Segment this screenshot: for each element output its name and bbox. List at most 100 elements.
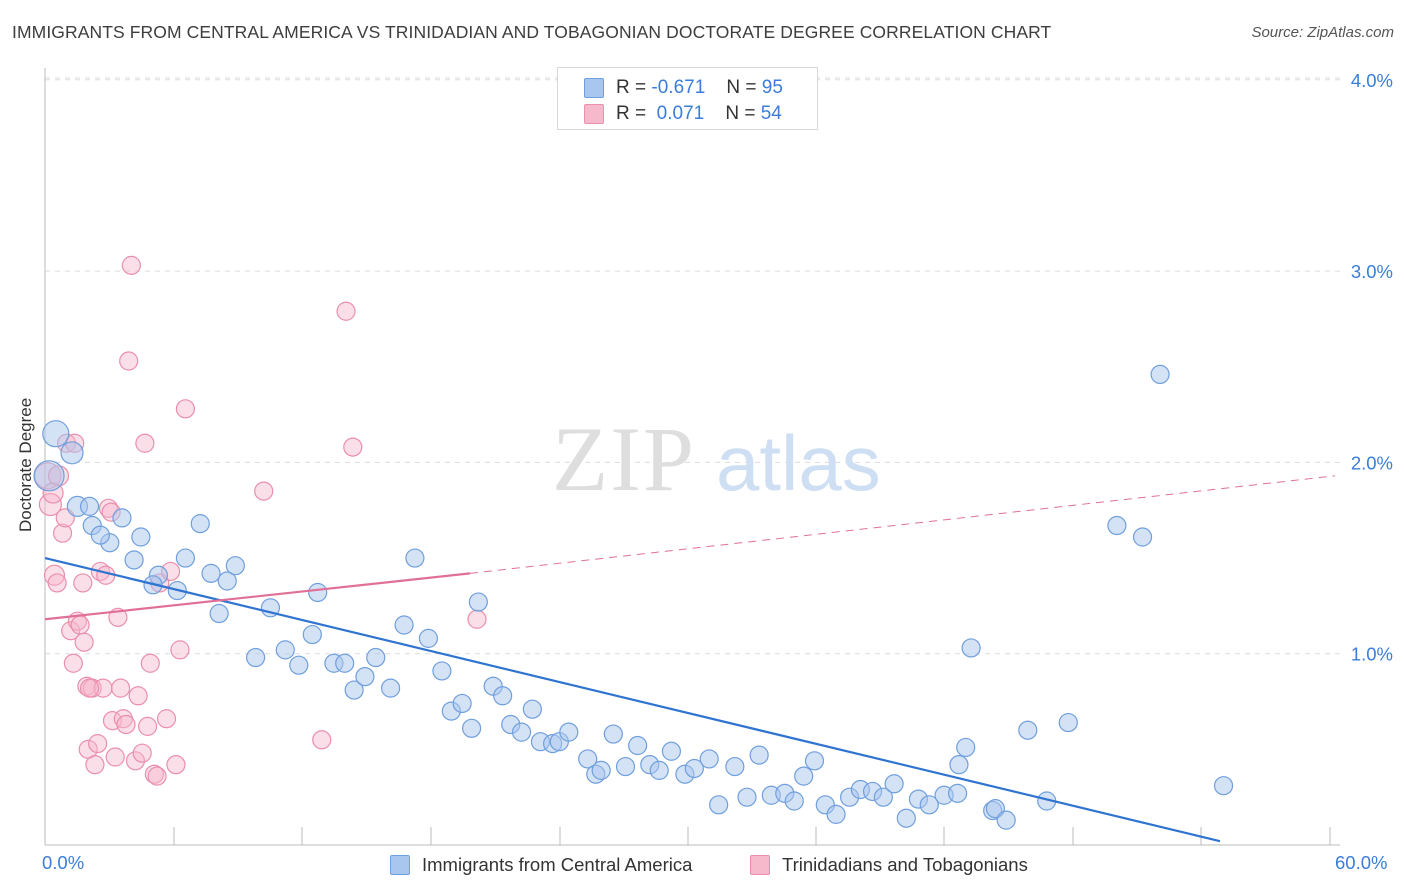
data-point [591,760,611,780]
y-tick-label: 4.0% [1351,70,1393,91]
data-point [190,514,210,534]
data-point [947,783,968,803]
data-point [43,564,66,586]
n-value: 95 [761,77,783,98]
data-point [116,714,136,735]
data-point [308,582,328,603]
data-point [1132,527,1153,547]
series-trinidadians [34,255,487,786]
legend-label: Immigrants from Central America [422,854,693,875]
data-point [1058,712,1078,733]
n-label: N = [725,103,756,124]
data-point [737,787,757,807]
data-point [121,255,141,275]
data-point [63,653,83,673]
data-point [344,680,364,700]
data-point [794,766,814,786]
legend-swatch-blue [584,78,604,98]
data-point [649,760,669,780]
data-point [33,460,65,492]
data-point [112,508,132,528]
y-tick-label: 1.0% [1351,644,1393,665]
data-point [725,756,745,777]
data-point [156,709,177,729]
data-point [74,632,94,652]
data-point [254,481,274,501]
data-point [302,624,322,645]
series-legend: Immigrants from Central America Trinidad… [0,852,1406,878]
y-tick-label: 2.0% [1351,452,1393,473]
data-point [1213,776,1234,796]
data-point [1107,515,1127,536]
data-point [493,686,513,706]
data-point [88,734,108,754]
watermark-atlas: atlas [716,419,881,507]
x-tick-label-max: 60.0% [1335,852,1388,873]
legend-swatch-pink [584,104,604,124]
data-point [105,747,125,767]
data-point [578,749,598,769]
data-point [47,573,67,593]
legend-swatch-blue [390,855,410,875]
data-point [201,563,221,583]
chart-title: IMMIGRANTS FROM CENTRAL AMERICA VS TRINI… [12,22,1052,42]
data-point [335,653,355,673]
legend-item-central-america: Immigrants from Central America [390,852,692,878]
trend-line-central-america [44,556,1221,843]
r-label: R = [616,77,647,98]
r-value: 0.071 [656,103,705,124]
data-point [709,795,729,815]
data-point [804,751,825,771]
data-point [749,745,769,765]
data-point [468,592,488,612]
data-point [949,755,969,775]
data-point [209,603,229,624]
x-tick-label-min: 0.0% [42,852,85,873]
data-point [452,693,472,714]
data-point [615,756,636,777]
stats-legend: R = -0.671 N = 95 R = 0.071 N = 54 [557,67,818,130]
data-point [131,527,151,547]
data-point [956,737,976,758]
data-point [52,523,73,543]
data-point [366,647,386,668]
data-point [70,615,90,635]
watermark: ZIP atlas [552,408,881,510]
data-point [79,496,100,516]
data-point [125,751,146,771]
trend-lines [44,475,1336,843]
data-point [873,787,893,807]
data-point [603,724,623,744]
data-point [166,755,186,775]
data-point [124,550,144,570]
data-point [138,716,158,736]
data-point [559,722,579,742]
data-point [522,699,542,719]
y-axis-title: Doctorate Degree [16,397,35,532]
data-point [699,749,719,769]
data-point [684,758,704,779]
data-point [355,667,375,687]
data-point [119,351,139,371]
data-point [884,774,904,794]
source-attribution: Source: ZipAtlas.com [1251,24,1394,41]
data-point [144,764,164,784]
data-point [170,640,190,660]
data-point [312,730,332,750]
trend-line-trinidadians-extension [469,475,1336,574]
data-point [996,810,1016,830]
data-point [246,647,266,668]
data-point [289,655,309,675]
data-point [73,573,93,593]
data-point [1018,720,1038,740]
data-point [394,615,414,635]
data-point [225,556,245,576]
data-point [896,808,916,828]
legend-label: Trinidadians and Tobagonians [782,854,1028,875]
data-point [405,548,425,568]
data-point [961,638,981,658]
data-point [275,640,295,660]
data-point [60,441,84,465]
y-tick-label: 3.0% [1351,261,1393,282]
